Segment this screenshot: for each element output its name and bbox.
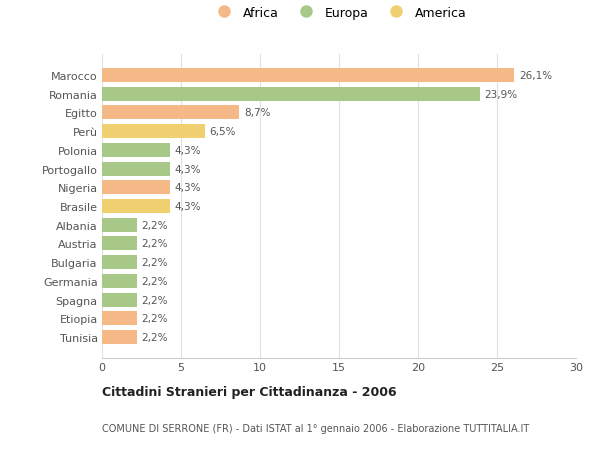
Text: 2,2%: 2,2% <box>142 295 168 305</box>
Text: 2,2%: 2,2% <box>142 239 168 249</box>
Bar <box>102 330 137 344</box>
Text: Cittadini Stranieri per Cittadinanza - 2006: Cittadini Stranieri per Cittadinanza - 2… <box>102 385 397 398</box>
Text: COMUNE DI SERRONE (FR) - Dati ISTAT al 1° gennaio 2006 - Elaborazione TUTTITALIA: COMUNE DI SERRONE (FR) - Dati ISTAT al 1… <box>102 424 529 433</box>
Text: 4,3%: 4,3% <box>175 164 201 174</box>
Bar <box>102 274 137 288</box>
Text: 8,7%: 8,7% <box>244 108 271 118</box>
Bar <box>102 106 239 120</box>
Bar <box>102 312 137 325</box>
Text: 26,1%: 26,1% <box>519 71 552 81</box>
Bar <box>102 293 137 307</box>
Text: 4,3%: 4,3% <box>175 146 201 156</box>
Text: 4,3%: 4,3% <box>175 183 201 193</box>
Bar <box>102 162 170 176</box>
Bar <box>102 125 205 139</box>
Bar <box>102 218 137 232</box>
Text: 2,2%: 2,2% <box>142 313 168 324</box>
Bar <box>102 237 137 251</box>
Text: 2,2%: 2,2% <box>142 332 168 342</box>
Text: 2,2%: 2,2% <box>142 276 168 286</box>
Text: 23,9%: 23,9% <box>484 90 517 100</box>
Bar <box>102 181 170 195</box>
Legend: Africa, Europa, America: Africa, Europa, America <box>211 7 467 20</box>
Bar <box>102 256 137 269</box>
Text: 6,5%: 6,5% <box>209 127 236 137</box>
Text: 2,2%: 2,2% <box>142 220 168 230</box>
Text: 2,2%: 2,2% <box>142 257 168 268</box>
Text: 4,3%: 4,3% <box>175 202 201 212</box>
Bar <box>102 88 479 101</box>
Bar <box>102 144 170 157</box>
Bar <box>102 200 170 213</box>
Bar <box>102 69 514 83</box>
